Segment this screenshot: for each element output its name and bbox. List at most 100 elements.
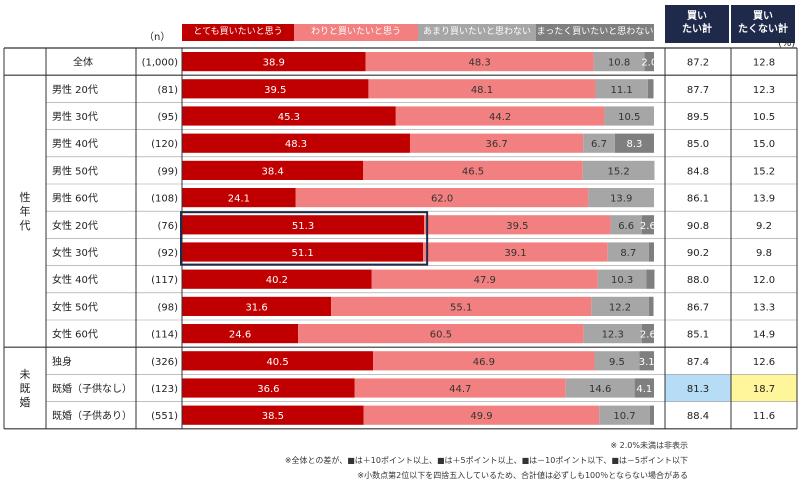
not-buy-total-cell	[731, 129, 797, 157]
bar-value-label: 10.3	[611, 275, 633, 286]
bar-segment	[182, 133, 410, 153]
bar-value-label: 13.9	[610, 194, 632, 205]
not-buy-total-cell	[731, 48, 797, 76]
bar-value-label: 10.7	[613, 411, 635, 422]
bar-value-label: 6.7	[591, 139, 607, 150]
buy-total-cell	[665, 347, 731, 375]
bar-value-label: 9.5	[609, 357, 625, 368]
not-buy-total-value: 12.6	[753, 357, 775, 368]
row-n: (123)	[151, 384, 178, 395]
bar-value-label: 36.7	[485, 139, 507, 150]
buy-total-value: 90.2	[687, 248, 709, 259]
bar-value-label: 39.5	[264, 85, 286, 96]
row-n: (108)	[151, 194, 178, 205]
bar-value-label: 15.2	[607, 166, 629, 177]
bar-value-label: 2.0	[641, 58, 657, 69]
buy-total-cell	[665, 184, 731, 212]
bar-value-label: 12.3	[602, 330, 624, 341]
bar-segment	[639, 351, 654, 371]
bar-value-label: 2.6	[640, 221, 656, 232]
bar-segment	[182, 79, 369, 99]
bar-value-label: 39.1	[504, 248, 526, 259]
bar-value-label: 39.5	[506, 221, 528, 232]
buy-total-cell	[665, 156, 731, 184]
buy-total-header: 買い たい計	[665, 5, 729, 43]
row-label: 男性 50代	[52, 164, 98, 177]
bar-segment	[182, 351, 374, 371]
buy-total-value: 86.7	[687, 302, 709, 313]
group-label-char: 既	[20, 382, 31, 395]
bar-value-label: 36.6	[257, 384, 279, 395]
row-n: (76)	[157, 221, 178, 232]
bar-value-label: 46.9	[473, 357, 495, 368]
row-n: (326)	[151, 357, 178, 368]
bar-value-label: 55.1	[450, 302, 472, 313]
row-label: 既婚（子供なし）	[52, 382, 132, 395]
bar-segment	[648, 242, 654, 262]
bar-value-label: 62.0	[431, 194, 453, 205]
not-buy-total-value: 18.7	[753, 384, 775, 395]
bar-segment	[182, 269, 372, 289]
legend-not-at-all-want: まったく買いたいと思わない	[536, 24, 654, 41]
not-buy-total-cell	[731, 374, 797, 402]
bar-value-label: 24.6	[229, 330, 251, 341]
bar-segment	[634, 378, 654, 398]
bar-value-label: 31.6	[245, 302, 267, 313]
bar-segment	[644, 52, 654, 72]
bar-segment	[295, 188, 589, 208]
bar-value-label: 60.5	[430, 330, 452, 341]
bar-segment	[641, 215, 654, 235]
not-buy-total-cell	[731, 156, 797, 184]
bar-segment	[614, 133, 654, 153]
buy-total-value: 85.1	[687, 330, 709, 341]
bar-value-label: 10.5	[618, 112, 640, 123]
bar-value-label: 40.2	[266, 275, 288, 286]
row-n: (95)	[157, 112, 178, 123]
row-n: (99)	[157, 166, 178, 177]
not-buy-total-header-text: 買い たくない計	[738, 11, 788, 35]
bar-segment	[647, 79, 654, 99]
bar-segment	[182, 242, 424, 262]
bar-segment	[593, 52, 645, 72]
bar-value-label: 44.7	[449, 384, 471, 395]
not-buy-total-value: 12.8	[753, 58, 775, 69]
bar-segment	[607, 242, 649, 262]
bar-segment	[582, 160, 655, 180]
bar-segment	[591, 296, 649, 316]
legend-somewhat-want: わりと買いたいと思う	[294, 24, 418, 41]
group-label-char: 性	[20, 190, 31, 204]
bar-segment	[583, 324, 642, 344]
buy-total-value: 87.2	[687, 58, 709, 69]
bar-value-label: 48.3	[285, 139, 307, 150]
row-label: 男性 60代	[52, 192, 98, 205]
not-buy-total-header: 買い たくない計	[731, 5, 795, 43]
bar-segment	[354, 378, 566, 398]
bar-value-label: 38.5	[262, 411, 284, 422]
bar-value-label: 38.4	[261, 166, 283, 177]
bar-value-label: 40.5	[266, 357, 288, 368]
bar-segment	[565, 378, 635, 398]
buy-total-cell	[665, 102, 731, 130]
not-buy-total-value: 9.8	[756, 248, 772, 259]
bar-segment	[641, 324, 654, 344]
group-label-char: 婚	[20, 395, 31, 409]
percent-unit: (%)	[778, 38, 796, 49]
not-buy-total-value: 9.2	[756, 221, 772, 232]
bar-value-label: 44.2	[489, 112, 511, 123]
buy-total-cell	[665, 75, 731, 103]
bar-value-label: 51.3	[292, 221, 314, 232]
bar-segment	[409, 133, 584, 153]
bar-segment	[597, 269, 647, 289]
buy-total-cell	[665, 292, 731, 320]
bar-segment	[182, 188, 296, 208]
bar-segment	[588, 188, 654, 208]
bar-value-label: 6.6	[618, 221, 634, 232]
row-label: 男性 40代	[52, 137, 98, 150]
row-n: (81)	[157, 85, 178, 96]
not-buy-total-value: 10.5	[753, 112, 775, 123]
not-buy-total-cell	[731, 320, 797, 348]
bar-value-label: 11.1	[611, 85, 633, 96]
note-rounding: ※小数点第2位以下を四捨五入しているため、合計値は必ずしも100％とならない場合…	[357, 471, 688, 480]
group-label-char: 代	[20, 219, 31, 232]
